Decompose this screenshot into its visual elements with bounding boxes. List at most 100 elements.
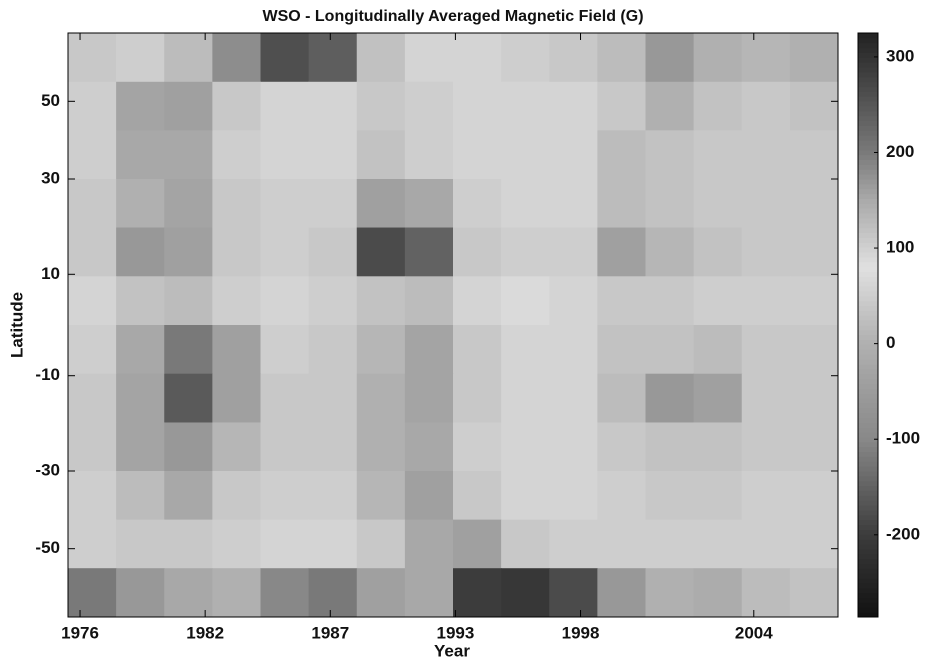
heatmap-cell [549,276,598,326]
colorbar-swatch [858,524,878,530]
colorbar-swatch [858,582,878,589]
heatmap-cell [212,373,261,423]
heatmap-cell [164,373,213,423]
colorbar-swatch [858,325,878,331]
heatmap-cell [597,373,646,423]
heatmap-cell [453,325,502,375]
heatmap-cell [404,568,454,618]
heatmap-cell [68,325,117,375]
colorbar-tick-label: 100 [886,238,914,257]
colorbar-swatch [858,125,878,131]
heatmap-cell [597,130,646,180]
heatmap-cell [645,130,695,180]
colorbar-swatch [858,71,878,78]
heatmap-cell [356,33,406,83]
colorbar-swatch [858,578,878,584]
colorbar-swatch [858,490,878,496]
heatmap-cell [645,519,695,569]
heatmap-cell [308,422,358,472]
colorbar-swatch [858,519,878,526]
heatmap-cell [68,130,117,180]
heatmap-cell [356,568,406,618]
heatmap-cell [212,227,261,277]
heatmap-cell [404,325,454,375]
heatmap-cell [645,227,695,277]
colorbar-swatch [858,290,878,297]
heatmap-cell [308,471,358,521]
heatmap-cell [789,81,839,131]
heatmap-cell [116,568,165,618]
colorbar-swatch [858,597,878,603]
heatmap-cell [404,130,454,180]
heatmap-cell [789,373,839,423]
colorbar-swatch [858,52,878,58]
colorbar-swatch [858,164,878,170]
heatmap-cell [68,471,117,521]
heatmap-cell [549,179,598,229]
heatmap-cell [68,33,117,83]
heatmap-cell [356,276,406,326]
heatmap-cell [549,325,598,375]
heatmap-cell [741,33,791,83]
heatmap-cell [404,33,454,83]
heatmap-cell [789,179,839,229]
colorbar-frame [857,32,879,618]
colorbar-swatch [858,183,878,190]
heatmap-cell [356,179,406,229]
heatmap-cell [693,519,743,569]
heatmap-cell [741,130,791,180]
heatmap-cell [501,373,550,423]
heatmap-cell [741,519,791,569]
colorbar-swatch [858,373,878,380]
colorbar-swatch [858,213,878,219]
colorbar-swatch [858,67,878,73]
heatmap-cell [501,276,550,326]
colorbar-swatch [858,417,878,423]
heatmap-cell [308,227,358,277]
colorbar-swatch [858,222,878,229]
heatmap-cell [356,519,406,569]
heatmap-cell [741,81,791,131]
colorbar-swatch [858,514,878,521]
heatmap-cell [116,227,165,277]
colorbar-swatch [858,422,878,428]
heatmap-cell [549,519,598,569]
colorbar-swatch [858,480,878,487]
heatmap-cell [501,325,550,375]
heatmap-cell [260,373,310,423]
heatmap-cell [308,130,358,180]
heatmap-cell [597,422,646,472]
heatmap-cell [404,422,454,472]
heatmap-cell [308,276,358,326]
heatmap-cell [789,227,839,277]
heatmap-cell [549,373,598,423]
colorbar-swatch [858,383,878,389]
heatmap-cell [116,179,165,229]
colorbar-tick-label: 0 [886,333,895,352]
heatmap-cell [693,227,743,277]
colorbar-swatch [858,456,878,462]
heatmap-cell [212,325,261,375]
heatmap-cell [356,130,406,180]
heatmap-cell [501,130,550,180]
x-tick-label: 1982 [186,623,224,642]
heatmap-cell [789,471,839,521]
heatmap-cell [789,519,839,569]
colorbar-tick-label: -100 [886,429,920,448]
heatmap-cell [501,422,550,472]
chart-title: WSO - Longitudinally Averaged Magnetic F… [262,8,643,25]
heatmap-cell [164,130,213,180]
heatmap-cell [404,81,454,131]
heatmap-cell [308,325,358,375]
heatmap-cell [645,33,695,83]
colorbar-swatch [858,130,878,136]
colorbar-swatch [858,315,878,321]
colorbar-swatch [858,232,878,238]
heatmap-cell [212,519,261,569]
heatmap-cell [501,568,550,618]
heatmap-cell [597,519,646,569]
colorbar-swatch [858,261,878,268]
heatmap-cell [164,471,213,521]
heatmap-cell [116,33,165,83]
heatmap-cell [212,471,261,521]
